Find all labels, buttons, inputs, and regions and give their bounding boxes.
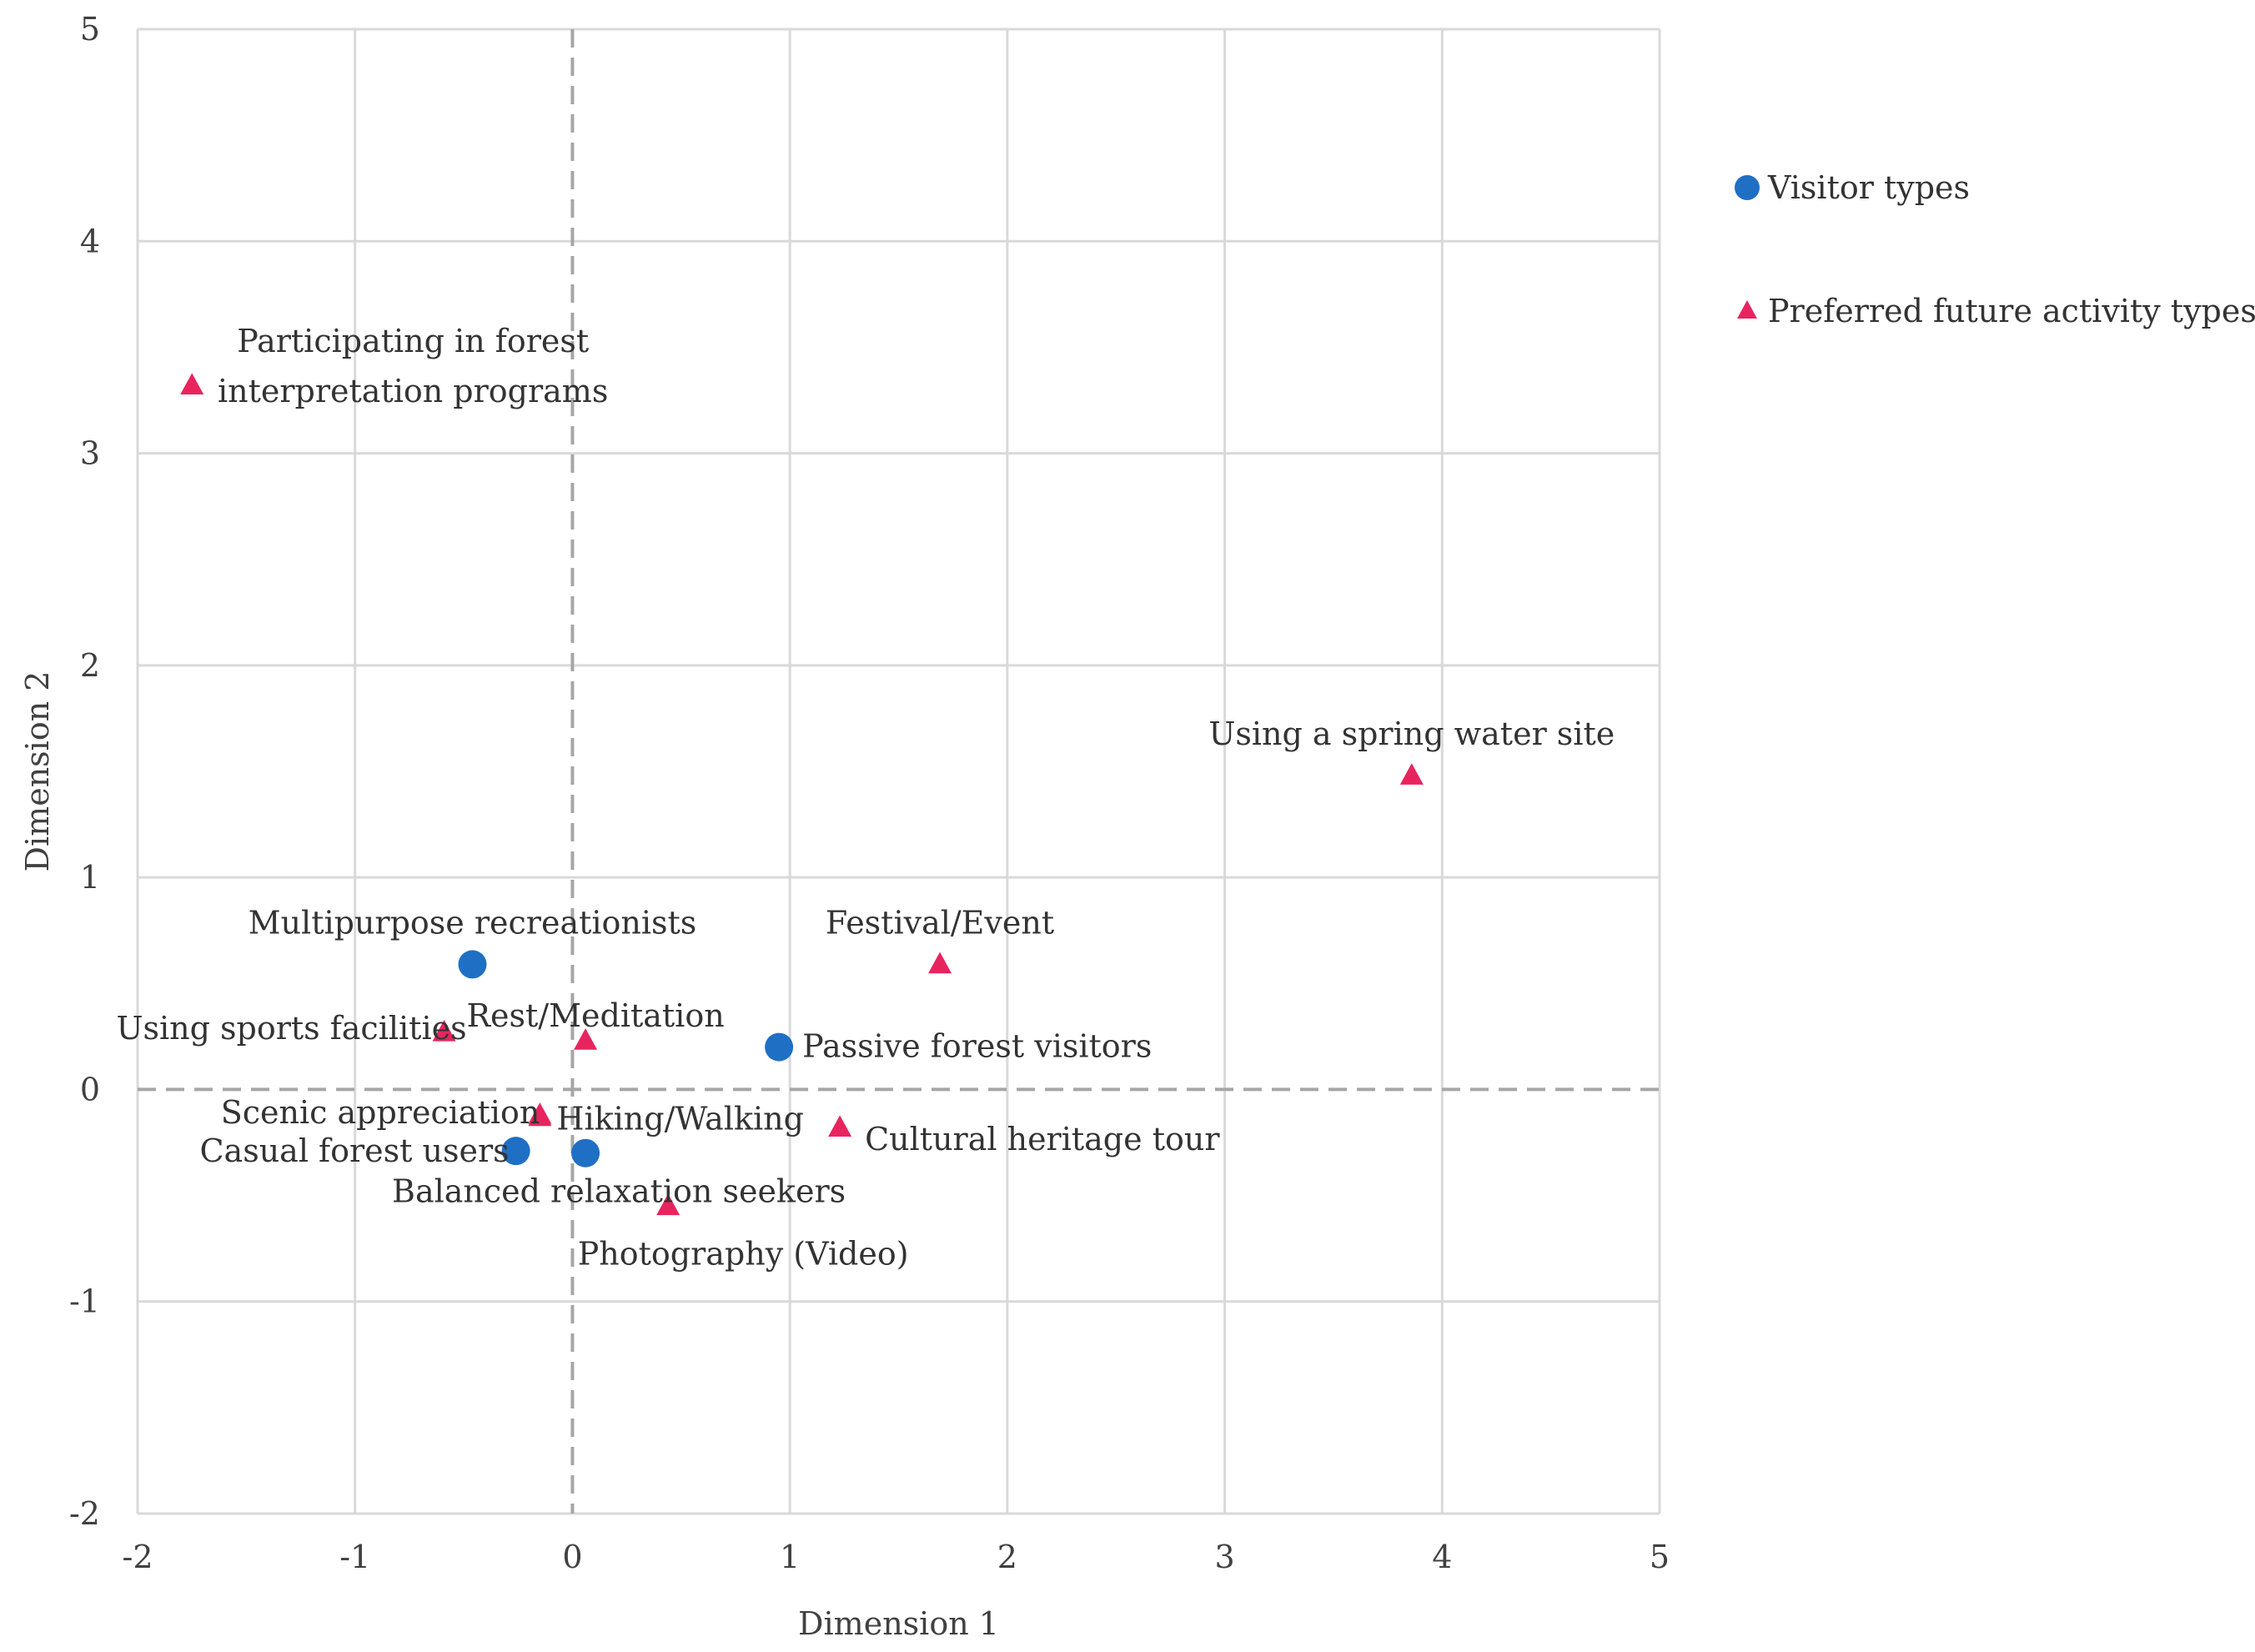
x-tick-label: 2 — [997, 1539, 1017, 1575]
activity-type-point — [432, 1019, 456, 1042]
grid — [136, 28, 1661, 1515]
legend: Visitor types Preferred future activity t… — [1735, 169, 2255, 329]
legend-triangle-icon — [1737, 300, 1757, 319]
point-label: Using sports facilities — [116, 1010, 466, 1047]
y-tick-label: 4 — [80, 223, 100, 259]
zero-lines — [138, 29, 1660, 1514]
point-label: Using a spring water site — [1208, 716, 1615, 752]
point-label: Festival/Event — [826, 904, 1054, 941]
point-label: Multipurpose recreationists — [249, 904, 697, 941]
y-tick-label: 0 — [80, 1071, 100, 1107]
point-label: Participating in forest — [237, 323, 589, 359]
y-axis-title: Dimension 2 — [19, 671, 56, 872]
data-labels: Multipurpose recreationists Passive fores… — [116, 323, 1615, 1272]
tick-labels: -2 -1 0 1 2 3 4 5 -2 -1 0 1 2 3 4 5 — [69, 11, 1670, 1575]
activity-type-point — [656, 1193, 681, 1216]
y-tick-label: 5 — [80, 11, 100, 48]
x-tick-label: 5 — [1650, 1539, 1670, 1575]
point-label: Rest/Meditation — [466, 997, 724, 1034]
y-tick-label: 2 — [80, 647, 100, 684]
point-label: Casual forest users — [199, 1132, 509, 1169]
legend-circle-icon — [1735, 175, 1760, 200]
point-label: Scenic appreciation — [221, 1094, 540, 1131]
x-tick-label: 4 — [1432, 1539, 1452, 1575]
point-label: interpretation programs — [218, 373, 608, 409]
y-tick-label: 1 — [80, 859, 100, 896]
x-tick-label: 3 — [1214, 1539, 1234, 1575]
activity-type-point — [574, 1028, 598, 1050]
x-tick-label: -2 — [122, 1539, 153, 1575]
point-label: Photography (Video) — [578, 1235, 909, 1272]
x-tick-label: 0 — [562, 1539, 582, 1575]
visitor-type-point — [501, 1137, 530, 1166]
visitor-type-point — [571, 1138, 600, 1167]
point-label: Cultural heritage tour — [865, 1121, 1220, 1157]
point-label: Passive forest visitors — [802, 1028, 1152, 1065]
legend-entry: Visitor types — [1767, 169, 1970, 206]
x-axis-title: Dimension 1 — [798, 1605, 999, 1642]
activity-type-point — [828, 1115, 852, 1137]
activity-type-point — [1399, 763, 1424, 785]
point-label: Balanced relaxation seekers — [392, 1173, 846, 1210]
x-tick-label: -1 — [339, 1539, 370, 1575]
visitor-type-point — [458, 950, 487, 979]
y-tick-label: -2 — [69, 1495, 100, 1532]
activity-type-point — [528, 1104, 552, 1127]
activity-type-point — [928, 952, 952, 974]
axis-titles: Dimension 1 Dimension 2 — [19, 671, 999, 1642]
activity-type-point — [180, 373, 204, 394]
y-tick-label: -1 — [69, 1283, 100, 1320]
legend-entry: Preferred future activity types — [1768, 293, 2255, 329]
point-label: Hiking/Walking — [556, 1100, 804, 1137]
x-tick-label: 1 — [780, 1539, 800, 1575]
data-markers — [180, 373, 1424, 1216]
visitor-type-point — [765, 1032, 794, 1062]
y-tick-label: 3 — [80, 435, 100, 472]
